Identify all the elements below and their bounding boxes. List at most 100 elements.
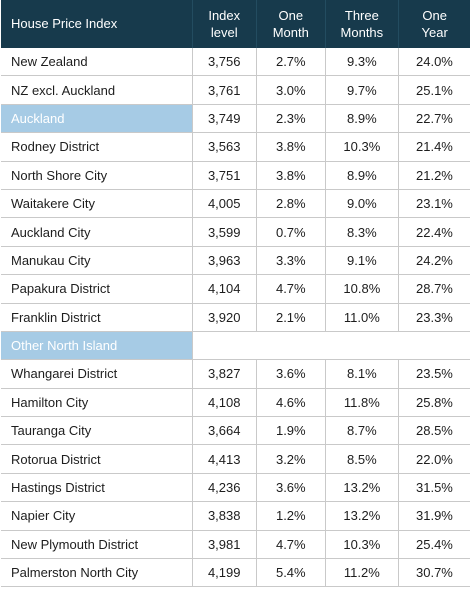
three-months-cell: 13.2%: [325, 473, 399, 503]
header-three-months: Three Months: [325, 0, 399, 48]
one-year-cell: 31.9%: [398, 501, 470, 531]
table-row: Manukau City 3,963 3.3% 9.1% 24.2%: [1, 246, 470, 276]
three-months-cell: 9.3%: [325, 46, 399, 77]
three-months-cell: [325, 331, 399, 361]
table-row: Rodney District 3,563 3.8% 10.3% 21.4%: [1, 132, 470, 162]
table-row: Papakura District 4,104 4.7% 10.8% 28.7%: [1, 274, 470, 304]
region-name-cell: North Shore City: [1, 161, 193, 190]
region-name-cell: Waitakere City: [1, 189, 193, 219]
header-row: House Price Index Index level One Month Th…: [1, 0, 470, 48]
index-level-cell: 3,827: [192, 359, 257, 389]
three-months-cell: 8.5%: [325, 444, 399, 474]
one-month-cell: 2.8%: [256, 189, 326, 219]
region-name-cell: Palmerston North City: [1, 558, 193, 588]
one-year-cell: 25.4%: [398, 530, 470, 560]
header-one-month: One Month: [256, 0, 326, 48]
one-month-cell: 3.0%: [256, 75, 326, 105]
three-months-cell: 10.3%: [325, 530, 399, 560]
index-level-cell: 3,599: [192, 217, 257, 247]
one-month-cell: 2.3%: [256, 104, 326, 134]
three-months-cell: 8.9%: [325, 161, 399, 190]
table-row: Auckland City 3,599 0.7% 8.3% 22.4%: [1, 217, 470, 247]
region-name-cell: Papakura District: [1, 274, 193, 304]
index-level-cell: 4,236: [192, 473, 257, 503]
region-name-cell: Auckland: [1, 104, 193, 134]
one-year-cell: 25.8%: [398, 388, 470, 418]
index-level-cell: 3,749: [192, 104, 257, 134]
one-year-cell: 24.0%: [398, 46, 470, 77]
index-level-cell: 3,664: [192, 416, 257, 446]
three-months-cell: 11.8%: [325, 388, 399, 418]
one-year-cell: 28.5%: [398, 416, 470, 446]
three-months-cell: 8.7%: [325, 416, 399, 446]
region-name-cell: Franklin District: [1, 303, 193, 332]
one-month-cell: 2.7%: [256, 46, 326, 77]
one-month-cell: 3.3%: [256, 246, 326, 276]
index-level-cell: 3,756: [192, 46, 257, 77]
three-months-cell: 8.3%: [325, 217, 399, 247]
table-row: Whangarei District 3,827 3.6% 8.1% 23.5%: [1, 359, 470, 389]
three-months-cell: 10.3%: [325, 132, 399, 162]
region-name-cell: Hastings District: [1, 473, 193, 503]
region-name-cell: Auckland City: [1, 217, 193, 247]
region-name-cell: Napier City: [1, 501, 193, 531]
one-month-cell: 3.6%: [256, 473, 326, 503]
index-level-cell: 3,963: [192, 246, 257, 276]
region-name-cell: Tauranga City: [1, 416, 193, 446]
table-row: Napier City 3,838 1.2% 13.2% 31.9%: [1, 501, 470, 531]
region-name-cell: Rodney District: [1, 132, 193, 162]
one-month-cell: 1.9%: [256, 416, 326, 446]
region-name-cell: New Plymouth District: [1, 530, 193, 560]
header-index-level: Index level: [192, 0, 257, 48]
region-name-cell: Other North Island: [1, 331, 193, 361]
index-level-cell: 4,199: [192, 558, 257, 588]
one-month-cell: [256, 331, 326, 361]
index-level-cell: 3,751: [192, 161, 257, 190]
one-year-cell: 23.1%: [398, 189, 470, 219]
one-month-cell: 4.7%: [256, 530, 326, 560]
three-months-cell: 9.0%: [325, 189, 399, 219]
region-name-cell: NZ excl. Auckland: [1, 75, 193, 105]
region-name-cell: Whangarei District: [1, 359, 193, 389]
three-months-cell: 10.8%: [325, 274, 399, 304]
table-row: Waitakere City 4,005 2.8% 9.0% 23.1%: [1, 189, 470, 219]
region-name-cell: New Zealand: [1, 46, 193, 77]
index-level-cell: 3,838: [192, 501, 257, 531]
index-level-cell: 3,920: [192, 303, 257, 332]
index-level-cell: 3,981: [192, 530, 257, 560]
three-months-cell: 11.0%: [325, 303, 399, 332]
table-row: North Shore City 3,751 3.8% 8.9% 21.2%: [1, 161, 470, 190]
region-name-cell: Hamilton City: [1, 388, 193, 418]
section-row: Other North Island: [1, 331, 470, 361]
table-row: New Plymouth District 3,981 4.7% 10.3% 25.4%: [1, 530, 470, 560]
index-level-cell: 3,563: [192, 132, 257, 162]
three-months-cell: 9.1%: [325, 246, 399, 276]
index-level-cell: [192, 331, 257, 361]
three-months-cell: 11.2%: [325, 558, 399, 588]
region-name-cell: Manukau City: [1, 246, 193, 276]
one-year-cell: 21.2%: [398, 161, 470, 190]
one-year-cell: 24.2%: [398, 246, 470, 276]
one-month-cell: 3.8%: [256, 161, 326, 190]
one-month-cell: 4.6%: [256, 388, 326, 418]
one-year-cell: 31.5%: [398, 473, 470, 503]
index-level-cell: 4,108: [192, 388, 257, 418]
table-row: Rotorua District 4,413 3.2% 8.5% 22.0%: [1, 444, 470, 474]
index-level-cell: 3,761: [192, 75, 257, 105]
three-months-cell: 8.9%: [325, 104, 399, 134]
one-year-cell: 30.7%: [398, 558, 470, 588]
one-year-cell: 25.1%: [398, 75, 470, 105]
one-year-cell: 22.7%: [398, 104, 470, 134]
region-name-cell: Rotorua District: [1, 444, 193, 474]
table-row: Hastings District 4,236 3.6% 13.2% 31.5%: [1, 473, 470, 503]
one-month-cell: 3.6%: [256, 359, 326, 389]
one-year-cell: 22.4%: [398, 217, 470, 247]
three-months-cell: 9.7%: [325, 75, 399, 105]
three-months-cell: 8.1%: [325, 359, 399, 389]
section-row: Auckland 3,749 2.3% 8.9% 22.7%: [1, 104, 470, 134]
one-year-cell: 23.5%: [398, 359, 470, 389]
table-row: Hamilton City 4,108 4.6% 11.8% 25.8%: [1, 388, 470, 418]
one-month-cell: 2.1%: [256, 303, 326, 332]
one-year-cell: [398, 331, 470, 361]
